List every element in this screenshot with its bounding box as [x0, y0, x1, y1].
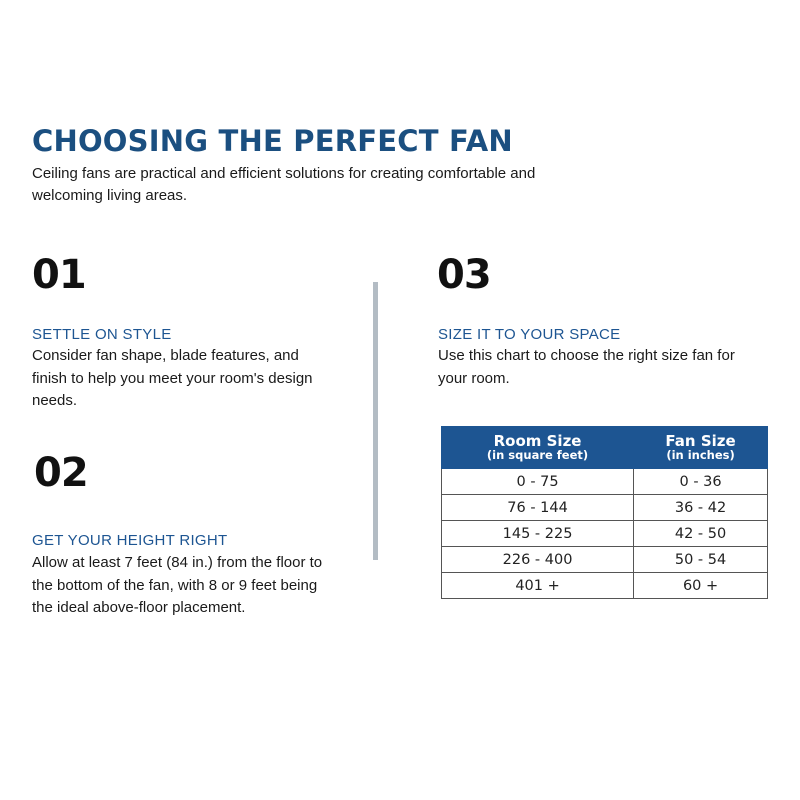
- header-fan-size: Fan Size (in inches): [633, 426, 768, 469]
- section-number-03: 03: [437, 252, 492, 298]
- section-body-height: Allow at least 7 feet (84 in.) from the …: [32, 554, 323, 616]
- table-header-row: Room Size (in square feet) Fan Size (in in…: [440, 426, 768, 469]
- section-heading-size: SIZE IT TO YOUR SPACE: [438, 326, 621, 343]
- header-label: Fan Size: [665, 432, 736, 450]
- section-body-size: Use this chart to choose the right size …: [438, 347, 735, 387]
- header-room-size: Room Size (in square feet): [440, 426, 635, 469]
- table-row: 226 - 400 50 - 54: [440, 546, 768, 573]
- header-label: Room Size: [493, 432, 582, 450]
- section-body-style: Consider fan shape, blade features, and …: [32, 347, 313, 409]
- section-heading-style: SETTLE ON STYLE: [32, 326, 172, 343]
- room-size-cell: 401 +: [440, 572, 635, 599]
- section-number-02: 02: [34, 450, 89, 496]
- room-size-cell: 145 - 225: [440, 520, 635, 547]
- page-title: CHOOSING THE PERFECT FAN: [32, 124, 513, 158]
- subtitle: Ceiling fans are practical and efficient…: [32, 165, 536, 204]
- section-number-01: 01: [32, 252, 87, 298]
- section-heading-height: GET YOUR HEIGHT RIGHT: [32, 532, 228, 549]
- fan-size-cell: 60 +: [633, 572, 768, 599]
- room-size-cell: 76 - 144: [440, 494, 635, 521]
- header-sub: (in inches): [666, 448, 735, 462]
- fan-size-table: Room Size (in square feet) Fan Size (in in…: [440, 426, 768, 599]
- fan-size-cell: 0 - 36: [633, 468, 768, 495]
- table-row: 0 - 75 0 - 36: [440, 468, 768, 495]
- room-size-cell: 0 - 75: [440, 468, 635, 495]
- table-row: 145 - 225 42 - 50: [440, 520, 768, 547]
- fan-size-cell: 42 - 50: [633, 520, 768, 547]
- fan-size-cell: 36 - 42: [633, 494, 768, 521]
- column-divider: [373, 282, 378, 560]
- room-size-cell: 226 - 400: [440, 546, 635, 573]
- header-sub: (in square feet): [486, 448, 589, 462]
- table-row: 401 +60 +: [440, 572, 768, 599]
- fan-size-cell: 50 - 54: [633, 546, 768, 573]
- table-row: 76 - 144 36 - 42: [440, 494, 768, 521]
